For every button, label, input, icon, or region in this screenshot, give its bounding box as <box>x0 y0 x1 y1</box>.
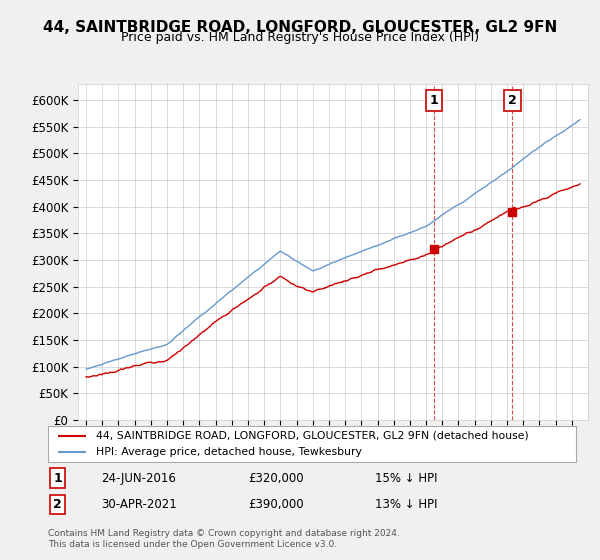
Text: 24-JUN-2016: 24-JUN-2016 <box>101 472 176 484</box>
Text: Contains HM Land Registry data © Crown copyright and database right 2024.
This d: Contains HM Land Registry data © Crown c… <box>48 529 400 549</box>
Text: Price paid vs. HM Land Registry's House Price Index (HPI): Price paid vs. HM Land Registry's House … <box>121 31 479 44</box>
Text: 44, SAINTBRIDGE ROAD, LONGFORD, GLOUCESTER, GL2 9FN (detached house): 44, SAINTBRIDGE ROAD, LONGFORD, GLOUCEST… <box>95 431 528 441</box>
Text: 44, SAINTBRIDGE ROAD, LONGFORD, GLOUCESTER, GL2 9FN: 44, SAINTBRIDGE ROAD, LONGFORD, GLOUCEST… <box>43 20 557 35</box>
Text: 1: 1 <box>430 94 438 107</box>
Text: 30-APR-2021: 30-APR-2021 <box>101 498 176 511</box>
Text: £390,000: £390,000 <box>248 498 304 511</box>
Text: 15% ↓ HPI: 15% ↓ HPI <box>376 472 438 484</box>
Text: 1: 1 <box>53 472 62 484</box>
Text: 13% ↓ HPI: 13% ↓ HPI <box>376 498 438 511</box>
Text: £320,000: £320,000 <box>248 472 304 484</box>
Text: 2: 2 <box>53 498 62 511</box>
Text: 2: 2 <box>508 94 517 107</box>
Text: HPI: Average price, detached house, Tewkesbury: HPI: Average price, detached house, Tewk… <box>95 447 361 457</box>
